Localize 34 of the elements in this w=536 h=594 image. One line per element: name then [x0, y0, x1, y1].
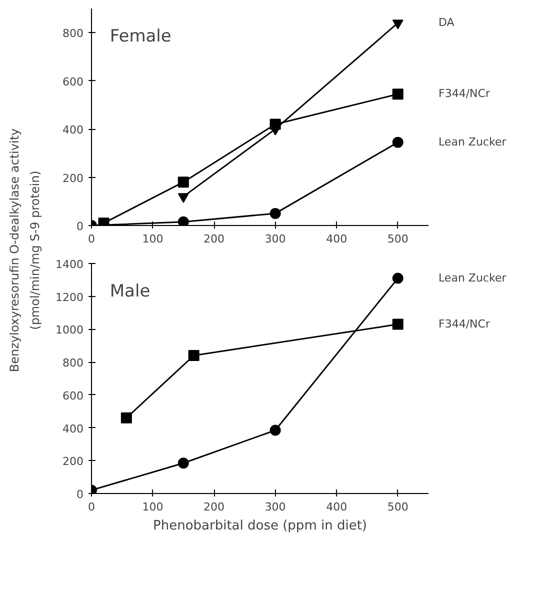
x-tick-label: 400 [326, 232, 348, 246]
text: Female [110, 26, 172, 46]
x-tick-label: 500 [387, 500, 408, 514]
y-tick-label: 0 [76, 220, 84, 233]
y-tick-label: 1400 [56, 258, 84, 271]
y-tick-label: 800 [62, 27, 84, 40]
x-tick-label: 100 [142, 232, 164, 246]
y-tick-label: 600 [62, 389, 84, 402]
y-tick-label: 200 [62, 455, 84, 468]
x-tick-label: 500 [387, 232, 408, 246]
y-tick-label: 400 [62, 422, 84, 436]
x-tick-label: 300 [264, 232, 286, 246]
y-axis-title: Benzyloxyresorufin O‑dealkylase activity (pmol/min/mg S‑9 protein) [7, 128, 42, 372]
x-tick-label: 0 [88, 500, 95, 514]
x-tick-label: 400 [326, 500, 348, 514]
y-tick-label: 1000 [56, 324, 84, 337]
x-tick-label: 100 [142, 500, 164, 514]
y-tick-label: 800 [62, 356, 84, 370]
x-tick-label: 200 [204, 232, 225, 246]
y-tick-label: 400 [62, 124, 84, 137]
text: F344/NCr [438, 317, 490, 330]
x-tick-label: 200 [204, 500, 225, 514]
y-tick-label: 200 [62, 172, 84, 185]
text: Male [110, 282, 150, 302]
x-tick-label: 300 [264, 500, 286, 514]
y-tick-label: 0 [76, 488, 84, 501]
x-axis-title: Phenobarbital dose (ppm in diet) [153, 518, 367, 534]
text: Lean Zucker [438, 271, 507, 284]
x-tick-label: 0 [88, 232, 95, 246]
text: F344/NCr [438, 87, 490, 100]
text: DA [438, 16, 455, 29]
y-tick-label: 600 [62, 75, 84, 88]
text: Lean Zucker [438, 135, 507, 148]
y-tick-label: 1200 [56, 290, 84, 304]
